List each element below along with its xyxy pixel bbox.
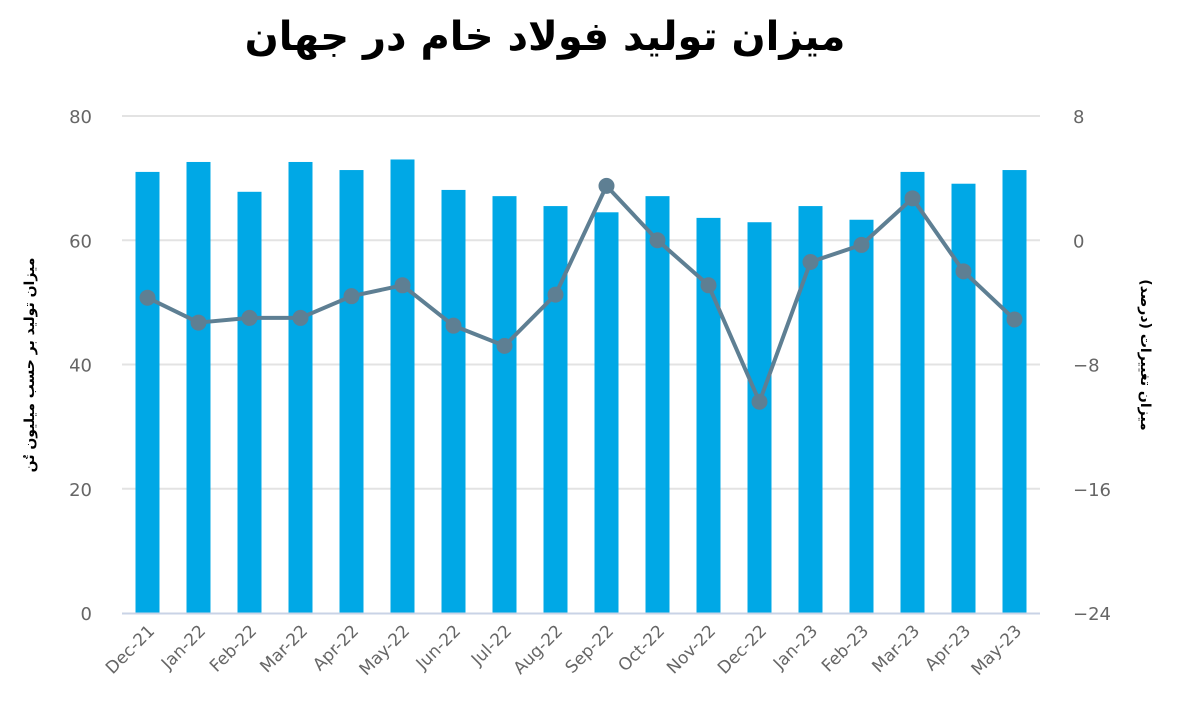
x-axis-tick-label: Dec-21 xyxy=(102,621,159,678)
left-axis-tick-label: 60 xyxy=(69,231,92,252)
bar[interactable] xyxy=(951,183,976,613)
bar[interactable] xyxy=(339,170,364,613)
line-marker[interactable] xyxy=(190,314,207,331)
right-y-axis: −24 −16 −8 0 8 xyxy=(1073,107,1111,625)
bar-series xyxy=(135,159,1027,614)
line-marker[interactable] xyxy=(445,317,462,334)
bar[interactable] xyxy=(900,171,925,613)
bar[interactable] xyxy=(747,222,772,613)
line-marker[interactable] xyxy=(343,288,360,305)
x-axis-tick-label: Jan-23 xyxy=(769,621,822,674)
bar[interactable] xyxy=(543,206,568,614)
right-axis-tick-label: 0 xyxy=(1073,231,1084,252)
bar[interactable] xyxy=(849,219,874,613)
x-axis-tick-label: Feb-22 xyxy=(206,621,261,676)
chart-title: میزان تولید فولاد خام در جهان xyxy=(244,14,846,60)
line-marker[interactable] xyxy=(496,337,513,354)
bar[interactable] xyxy=(798,206,823,614)
line-marker[interactable] xyxy=(1006,311,1023,328)
bar[interactable] xyxy=(441,189,466,613)
line-marker[interactable] xyxy=(700,277,717,294)
right-axis-tick-label: −24 xyxy=(1073,604,1111,625)
change-line xyxy=(146,183,1016,404)
x-axis-tick-label: Jan-22 xyxy=(157,621,210,674)
line-marker[interactable] xyxy=(853,236,870,253)
bar[interactable] xyxy=(594,212,619,613)
line-marker[interactable] xyxy=(139,289,156,306)
left-axis-tick-label: 80 xyxy=(69,107,92,128)
x-axis-tick-label: Mar-22 xyxy=(256,621,312,677)
bar[interactable] xyxy=(186,161,211,613)
x-axis-tick-label: Apr-23 xyxy=(921,621,975,675)
x-axis-tick-label: Jun-22 xyxy=(412,621,465,674)
bar[interactable] xyxy=(288,161,313,613)
left-y-axis: 0 20 40 60 80 xyxy=(69,107,92,625)
x-axis-tick-label: Sep-22 xyxy=(562,621,618,677)
bar[interactable] xyxy=(390,159,415,614)
left-axis-tick-label: 0 xyxy=(81,604,92,625)
bar[interactable] xyxy=(645,196,670,614)
bar[interactable] xyxy=(1002,170,1027,613)
x-axis-tick-label: Nov-22 xyxy=(663,621,720,678)
line-marker[interactable] xyxy=(241,309,258,326)
x-axis-tick-label: Mar-23 xyxy=(868,621,924,677)
left-axis-tick-label: 20 xyxy=(69,480,92,501)
line-marker[interactable] xyxy=(598,177,615,194)
x-axis-tick-label: Aug-22 xyxy=(510,621,567,678)
x-axis-tick-label: Jul-22 xyxy=(467,621,516,670)
x-axis-tick-label: Oct-22 xyxy=(614,621,669,676)
line-marker[interactable] xyxy=(751,393,768,410)
line-marker[interactable] xyxy=(547,286,564,303)
right-axis-tick-label: −8 xyxy=(1073,356,1100,377)
bar[interactable] xyxy=(237,191,262,614)
left-axis-tick-label: 40 xyxy=(69,356,92,377)
bar[interactable] xyxy=(135,171,160,613)
left-axis-title: میزان تولید بر حسب میلیون تُن xyxy=(22,258,38,473)
x-axis-tick-label: Apr-22 xyxy=(309,621,363,675)
x-axis-tick-label: Feb-23 xyxy=(818,621,873,676)
x-axis-tick-label: May-23 xyxy=(968,621,1026,679)
line-marker[interactable] xyxy=(955,263,972,280)
line-series xyxy=(139,177,1023,410)
right-axis-title: میزان تغییرات (درصد) xyxy=(1137,279,1153,430)
x-axis: Dec-21Jan-22Feb-22Mar-22Apr-22May-22Jun-… xyxy=(102,612,1040,680)
line-marker[interactable] xyxy=(394,277,411,294)
right-axis-tick-label: 8 xyxy=(1073,107,1084,128)
bar[interactable] xyxy=(492,196,517,614)
line-marker[interactable] xyxy=(802,253,819,270)
line-marker[interactable] xyxy=(649,232,666,249)
right-axis-tick-label: −16 xyxy=(1073,480,1111,501)
line-marker[interactable] xyxy=(292,309,309,326)
x-axis-tick-label: May-22 xyxy=(356,621,414,679)
x-axis-tick-label: Dec-22 xyxy=(714,621,771,678)
line-marker[interactable] xyxy=(904,190,921,207)
